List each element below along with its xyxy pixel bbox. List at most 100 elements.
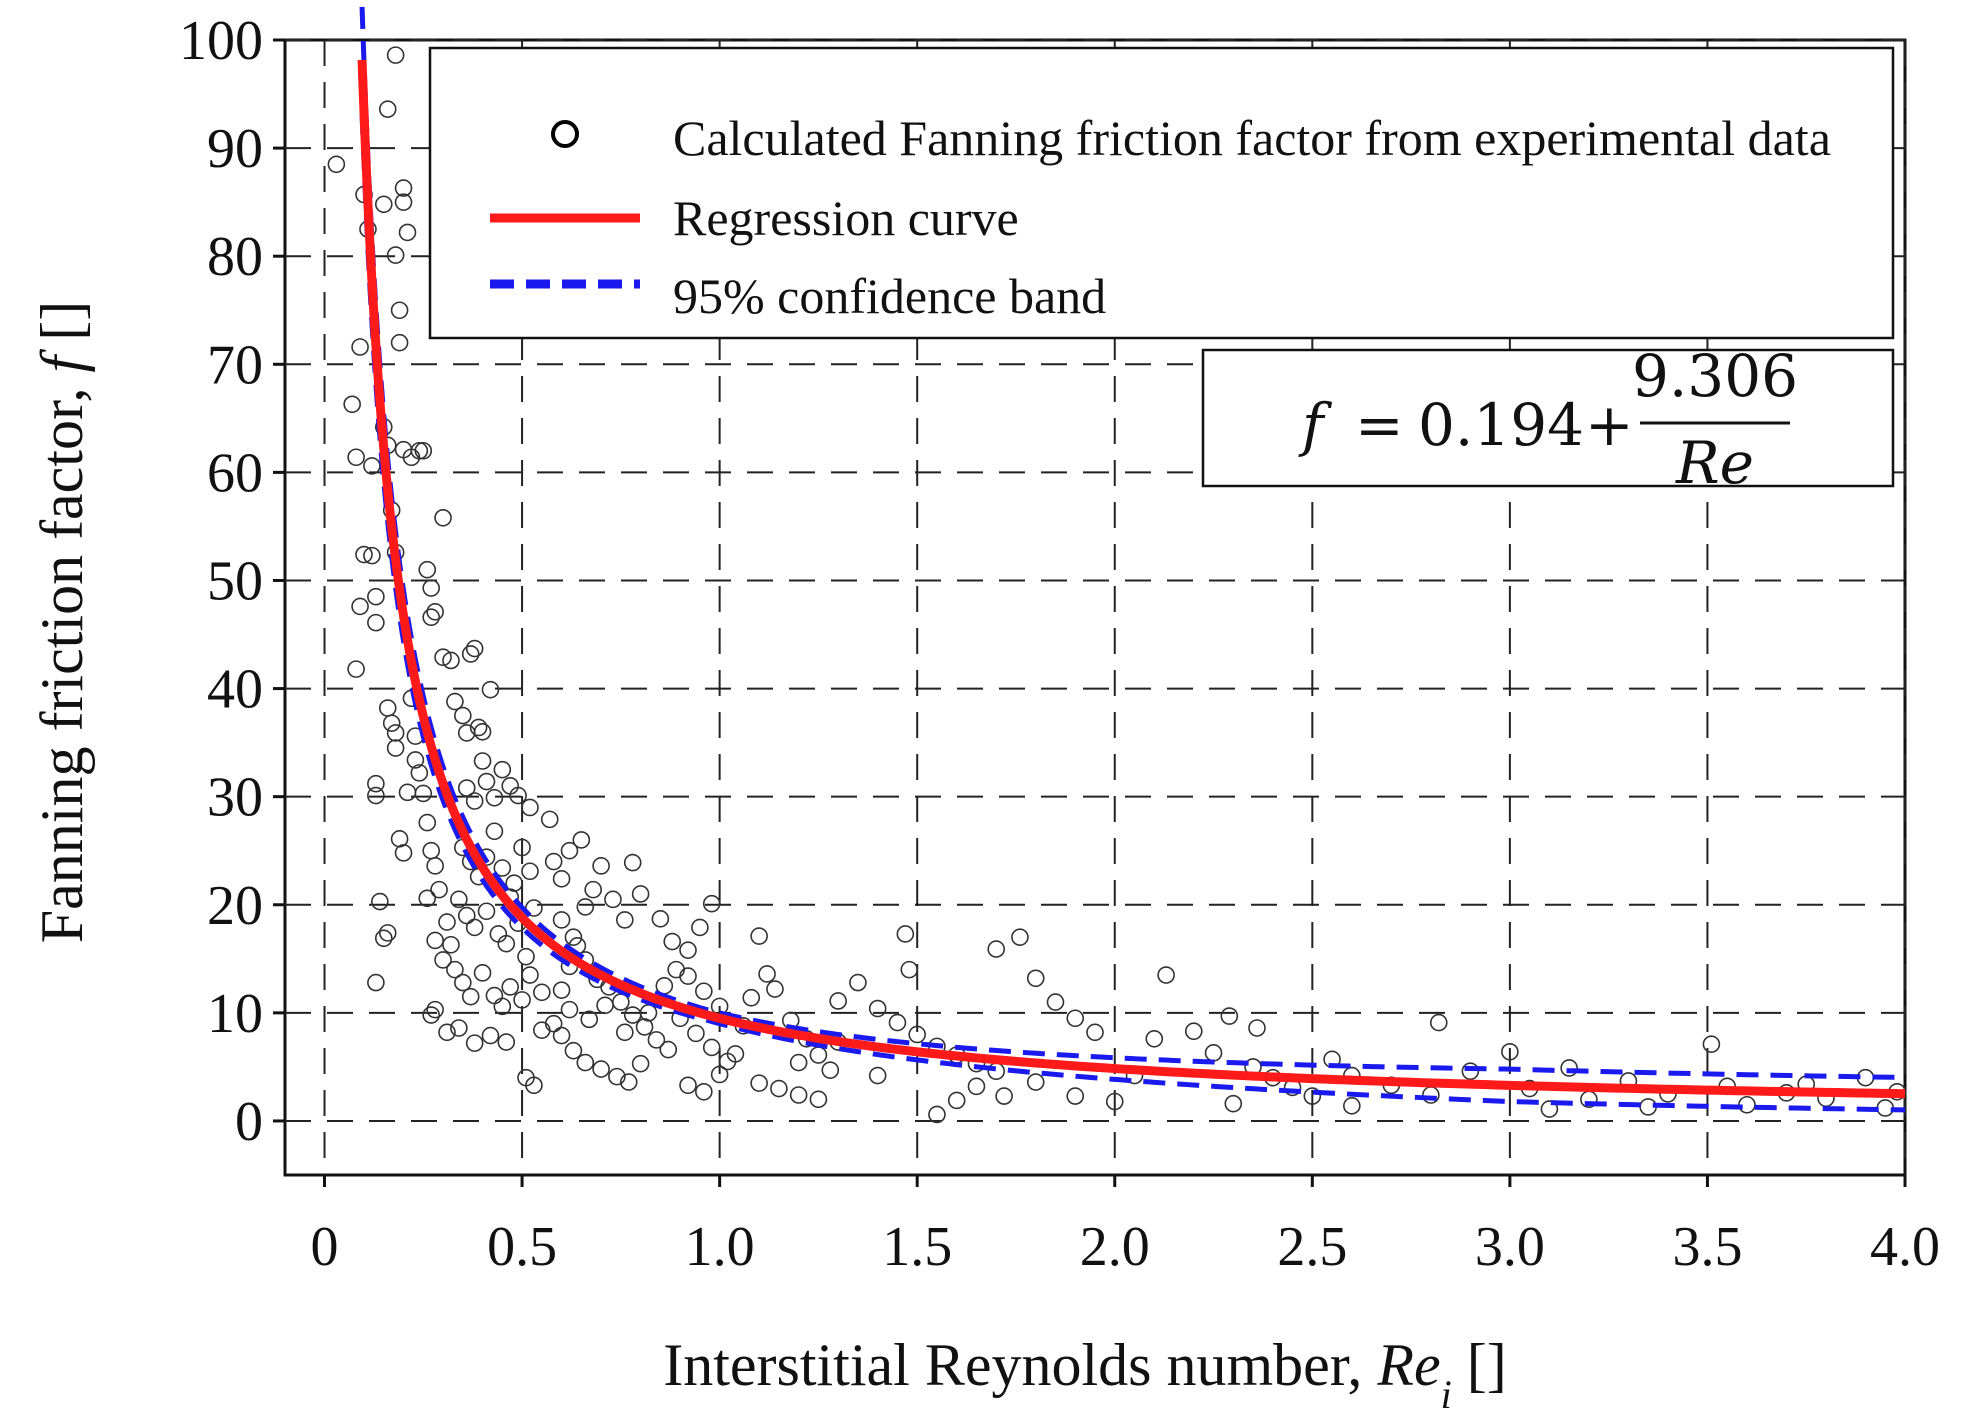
y-tick-label: 40 bbox=[207, 659, 263, 721]
y-tick-label: 30 bbox=[207, 767, 263, 829]
data-point bbox=[758, 965, 776, 983]
regression-curve bbox=[357, 59, 1906, 1099]
data-point bbox=[422, 608, 440, 627]
data-point bbox=[552, 911, 571, 929]
data-point bbox=[695, 982, 713, 1001]
equation-equals: = bbox=[1355, 391, 1404, 459]
x-tick-label: 1.0 bbox=[685, 1216, 755, 1278]
data-point bbox=[1461, 1062, 1480, 1081]
x-tick-label: 1.5 bbox=[882, 1216, 952, 1278]
data-point bbox=[422, 1006, 440, 1024]
legend-marker-circle bbox=[551, 120, 579, 148]
data-point bbox=[572, 831, 591, 849]
x-tick-label: 2.0 bbox=[1080, 1216, 1150, 1278]
data-point bbox=[521, 862, 539, 881]
x-tick-label: 4.0 bbox=[1870, 1216, 1940, 1278]
regression-line bbox=[357, 59, 1906, 1099]
data-point bbox=[702, 1038, 721, 1057]
data-point bbox=[868, 999, 887, 1018]
data-point bbox=[497, 1033, 516, 1051]
data-point bbox=[1540, 1100, 1559, 1118]
data-point bbox=[691, 918, 709, 937]
data-point bbox=[580, 1010, 599, 1029]
data-point bbox=[604, 890, 622, 909]
data-point bbox=[438, 913, 456, 931]
data-point bbox=[789, 1086, 808, 1104]
data-point bbox=[888, 1013, 907, 1032]
data-point bbox=[382, 714, 401, 732]
data-point bbox=[521, 798, 539, 817]
data-point bbox=[434, 508, 452, 527]
equation-annotation: f = 0.194 + 9.306 Re bbox=[1201, 342, 1895, 497]
data-point bbox=[616, 911, 634, 929]
data-point bbox=[461, 645, 480, 663]
data-point bbox=[742, 988, 761, 1007]
data-point bbox=[426, 603, 444, 621]
data-point bbox=[1145, 1030, 1164, 1048]
data-point bbox=[1248, 1019, 1266, 1037]
data-point bbox=[995, 1087, 1013, 1105]
data-point bbox=[367, 774, 385, 793]
data-point bbox=[410, 441, 429, 460]
data-point bbox=[351, 597, 369, 616]
data-point bbox=[513, 991, 531, 1009]
data-point bbox=[374, 195, 393, 214]
data-point bbox=[1066, 1087, 1085, 1105]
data-point bbox=[477, 772, 496, 791]
data-point bbox=[378, 924, 397, 942]
data-point bbox=[631, 885, 650, 903]
data-point bbox=[525, 1076, 543, 1095]
data-point bbox=[679, 967, 697, 985]
data-point bbox=[367, 613, 385, 632]
data-point bbox=[1224, 1094, 1243, 1113]
data-point bbox=[868, 1066, 887, 1085]
data-point bbox=[473, 964, 492, 982]
y-tick-label: 10 bbox=[207, 983, 263, 1045]
data-point bbox=[544, 1014, 563, 1033]
data-point bbox=[378, 699, 397, 717]
data-point bbox=[390, 333, 409, 352]
equation-constant: 0.194 bbox=[1418, 391, 1584, 459]
data-point bbox=[418, 889, 437, 908]
data-point bbox=[481, 1026, 500, 1045]
x-tick-label: 0.5 bbox=[487, 1216, 557, 1278]
data-point bbox=[386, 46, 405, 64]
data-point bbox=[485, 788, 504, 807]
data-point bbox=[679, 1076, 697, 1095]
data-point bbox=[426, 857, 444, 875]
data-point bbox=[489, 925, 508, 943]
data-point bbox=[461, 987, 480, 1006]
data-point bbox=[1026, 1073, 1045, 1091]
data-point bbox=[789, 1053, 808, 1072]
data-point bbox=[908, 1025, 926, 1044]
data-point bbox=[505, 874, 523, 892]
data-point bbox=[367, 786, 385, 805]
data-point bbox=[517, 947, 535, 966]
data-point bbox=[394, 844, 413, 862]
data-point bbox=[1046, 993, 1065, 1011]
data-point bbox=[900, 960, 919, 979]
data-point bbox=[1204, 1044, 1223, 1062]
data-point bbox=[564, 1041, 583, 1060]
data-point bbox=[726, 1045, 745, 1063]
data-point bbox=[481, 680, 500, 699]
data-point bbox=[426, 931, 444, 950]
data-point bbox=[367, 587, 385, 606]
data-point bbox=[1702, 1035, 1721, 1054]
data-point bbox=[430, 880, 448, 899]
data-point bbox=[552, 870, 571, 888]
data-point bbox=[584, 880, 602, 899]
data-point bbox=[1429, 1013, 1448, 1032]
legend-box bbox=[428, 46, 1895, 340]
y-axis-ticks: 0 10 20 30 40 50 60 70 80 90 100 bbox=[179, 10, 285, 1153]
data-point bbox=[987, 1062, 1006, 1081]
data-point bbox=[386, 739, 405, 757]
x-axis-ticks: 0 0.5 1.0 1.5 2.0 2.5 3.0 3.5 4.0 bbox=[311, 1175, 1940, 1278]
equation-box bbox=[1201, 348, 1895, 488]
data-point bbox=[477, 902, 496, 921]
data-point bbox=[438, 1023, 456, 1042]
data-point bbox=[410, 764, 429, 782]
x-tick-label: 3.5 bbox=[1672, 1216, 1742, 1278]
y-tick-label: 100 bbox=[179, 10, 263, 72]
data-point bbox=[679, 941, 697, 959]
